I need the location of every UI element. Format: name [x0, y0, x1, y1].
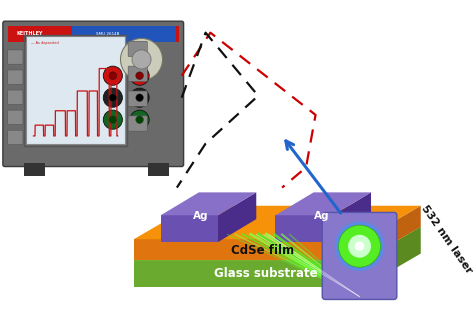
Text: Ag: Ag [313, 211, 329, 221]
FancyBboxPatch shape [8, 130, 23, 145]
FancyBboxPatch shape [128, 116, 147, 131]
Text: — As deposited: — As deposited [31, 41, 58, 45]
FancyBboxPatch shape [8, 110, 23, 125]
Circle shape [338, 225, 381, 267]
FancyBboxPatch shape [322, 213, 397, 300]
Bar [148, 163, 169, 176]
Polygon shape [161, 215, 218, 242]
Circle shape [103, 88, 122, 107]
Circle shape [109, 72, 117, 80]
Bar [24, 34, 127, 146]
Bar [26, 37, 125, 144]
Bar [8, 26, 179, 42]
Polygon shape [275, 192, 371, 215]
Polygon shape [161, 192, 256, 215]
Circle shape [355, 241, 365, 251]
Circle shape [132, 50, 151, 69]
Circle shape [120, 38, 163, 80]
Circle shape [136, 72, 144, 80]
Text: 532 nm laser: 532 nm laser [419, 203, 474, 275]
Polygon shape [364, 227, 421, 287]
Polygon shape [134, 260, 364, 287]
FancyBboxPatch shape [128, 91, 147, 106]
Circle shape [335, 221, 384, 271]
FancyBboxPatch shape [8, 70, 23, 84]
Circle shape [103, 110, 122, 129]
Circle shape [348, 235, 371, 258]
FancyBboxPatch shape [3, 21, 183, 167]
Text: Ag: Ag [193, 211, 209, 221]
FancyBboxPatch shape [8, 50, 23, 64]
Polygon shape [134, 239, 364, 260]
Text: Glass substrate: Glass substrate [214, 267, 318, 280]
Text: CdSe film: CdSe film [231, 244, 294, 257]
Circle shape [109, 116, 117, 124]
Circle shape [130, 66, 149, 85]
Polygon shape [218, 192, 256, 242]
Bar [24, 163, 45, 176]
Bar [72, 26, 176, 42]
Circle shape [136, 94, 144, 101]
Polygon shape [134, 227, 421, 260]
Circle shape [136, 116, 144, 124]
Polygon shape [275, 215, 333, 242]
FancyBboxPatch shape [128, 66, 147, 81]
Polygon shape [364, 206, 421, 260]
FancyBboxPatch shape [128, 41, 147, 57]
Polygon shape [333, 192, 371, 242]
Text: SMU 2614B: SMU 2614B [96, 32, 119, 36]
Circle shape [130, 88, 149, 107]
Circle shape [103, 66, 122, 85]
Polygon shape [134, 206, 421, 239]
FancyBboxPatch shape [8, 90, 23, 105]
Circle shape [130, 110, 149, 129]
Circle shape [109, 94, 117, 101]
Text: KEITHLEY: KEITHLEY [16, 31, 43, 36]
